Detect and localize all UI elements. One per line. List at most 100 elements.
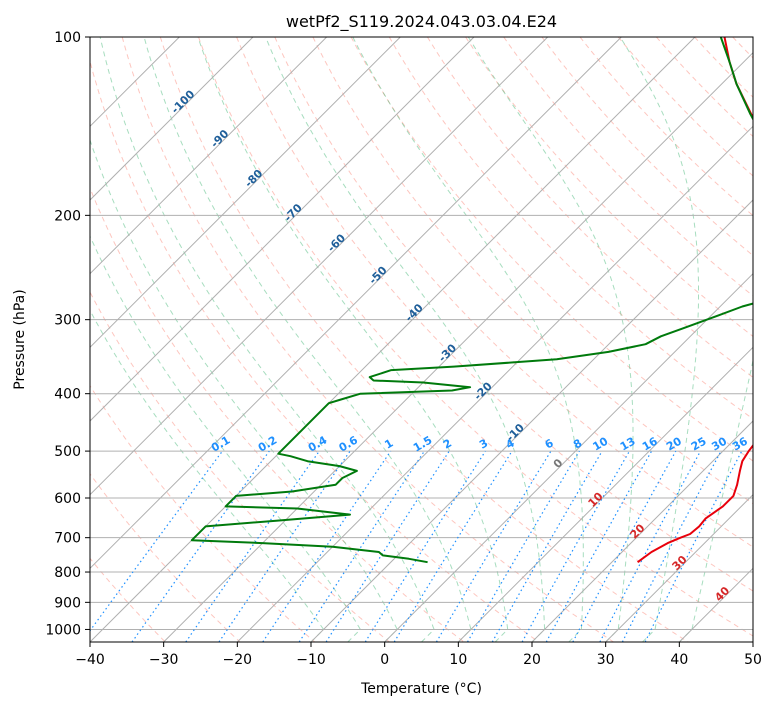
mixing-ratio-label: 6 bbox=[543, 436, 556, 451]
dry-adiabat bbox=[90, 59, 540, 642]
mixing-ratio-line bbox=[545, 450, 653, 642]
isotherm-label: -90 bbox=[208, 127, 231, 150]
isotherm-line bbox=[163, 51, 753, 642]
isotherm-line bbox=[531, 420, 753, 642]
mixing-ratio-line bbox=[131, 450, 270, 642]
dry-adiabat bbox=[771, 37, 775, 642]
mixing-ratio-label: 3 bbox=[477, 437, 490, 452]
y-tick-label: 300 bbox=[54, 313, 81, 329]
mixing-ratio-line bbox=[90, 450, 223, 632]
mixing-ratio-line bbox=[325, 450, 450, 642]
y-tick-label: 700 bbox=[54, 531, 81, 547]
y-tick-label: 500 bbox=[54, 444, 81, 460]
mixing-ratio-line bbox=[466, 450, 580, 642]
dry-adiabat bbox=[159, 37, 689, 642]
moist-adiabat bbox=[352, 37, 584, 642]
moist-adiabat bbox=[90, 309, 325, 642]
y-tick-label: 400 bbox=[54, 387, 81, 403]
mixing-ratio-label: 2 bbox=[441, 437, 454, 452]
moist-adiabat bbox=[265, 37, 546, 642]
isotherm-line bbox=[678, 567, 753, 642]
isotherm-label: 20 bbox=[628, 521, 648, 541]
dry-adiabat bbox=[503, 37, 753, 297]
mixing-ratio-line bbox=[599, 450, 702, 642]
isotherm-label: 10 bbox=[586, 490, 606, 510]
dewpoint-profile-line bbox=[190, 37, 753, 564]
isotherm-line bbox=[90, 37, 254, 201]
isotherm-label: -80 bbox=[242, 167, 265, 190]
mixing-ratio-line bbox=[435, 450, 552, 642]
x-tick-label: −20 bbox=[223, 652, 253, 668]
y-tick-label: 200 bbox=[54, 208, 81, 224]
dry-adiabat bbox=[236, 37, 753, 592]
dry-adiabat bbox=[312, 37, 753, 505]
mixing-ratio-line bbox=[298, 450, 425, 642]
isotherm-line bbox=[310, 199, 753, 642]
x-tick-label: 30 bbox=[597, 652, 615, 668]
isotherm-line bbox=[457, 346, 753, 642]
isotherm-line bbox=[90, 37, 401, 349]
isotherm-label: -30 bbox=[436, 341, 459, 364]
dry-adiabat bbox=[90, 472, 241, 642]
mixing-ratio-line bbox=[262, 450, 392, 642]
isotherm-line bbox=[236, 125, 753, 642]
x-tick-label: −40 bbox=[75, 652, 105, 668]
moist-adiabat bbox=[678, 358, 753, 642]
y-tick-label: 800 bbox=[54, 565, 81, 581]
isotherm-line bbox=[605, 493, 753, 642]
dry-adiabat bbox=[274, 37, 753, 548]
mixing-ratio-line bbox=[185, 450, 320, 642]
isotherm-line bbox=[90, 37, 622, 570]
dry-adiabat bbox=[732, 37, 753, 59]
x-tick-label: 0 bbox=[380, 652, 389, 668]
isotherm-label: 40 bbox=[712, 584, 732, 604]
dry-adiabat bbox=[121, 37, 614, 642]
dry-adiabat bbox=[350, 37, 753, 462]
mixing-ratio-line bbox=[364, 450, 486, 642]
moist-adiabat bbox=[197, 37, 509, 642]
dry-adiabat bbox=[90, 291, 390, 642]
dry-adiabat bbox=[694, 37, 753, 98]
mixing-ratio-line bbox=[572, 450, 677, 642]
moist-adiabat bbox=[143, 37, 472, 642]
isotherm-line bbox=[752, 641, 753, 642]
mixing-ratio-line bbox=[218, 450, 351, 642]
isotherm-label: -100 bbox=[169, 87, 198, 116]
moist-adiabat bbox=[619, 37, 699, 642]
dry-adiabat bbox=[656, 37, 753, 138]
y-axis-title: Pressure (hPa) bbox=[12, 289, 28, 389]
moist-adiabat bbox=[90, 235, 362, 642]
chart-title: wetPf2_S119.2024.043.03.04.E24 bbox=[286, 12, 557, 32]
mixing-ratio-line bbox=[393, 450, 513, 642]
isotherm-label: -40 bbox=[403, 301, 426, 324]
dry-adiabat bbox=[541, 37, 753, 257]
isotherm-label: -60 bbox=[325, 231, 348, 254]
x-tick-label: −30 bbox=[149, 652, 179, 668]
x-tick-label: 40 bbox=[670, 652, 688, 668]
isotherm-label: -70 bbox=[282, 201, 305, 224]
y-tick-label: 600 bbox=[54, 491, 81, 507]
y-tick-label: 1000 bbox=[45, 622, 81, 638]
x-tick-label: −10 bbox=[296, 652, 326, 668]
plot-frame bbox=[89, 36, 754, 643]
y-tick-label: 900 bbox=[54, 595, 81, 611]
dry-adiabat bbox=[388, 37, 753, 420]
isotherm-line bbox=[90, 37, 696, 642]
x-tick-label: 20 bbox=[523, 652, 541, 668]
isotherm-label: 30 bbox=[670, 553, 690, 573]
isotherm-line bbox=[384, 272, 753, 642]
moist-adiabat bbox=[99, 37, 435, 642]
temperature-profile-line bbox=[637, 37, 753, 564]
x-axis-title: Temperature (°C) bbox=[360, 681, 482, 697]
dry-adiabat bbox=[426, 37, 753, 379]
moist-adiabat bbox=[90, 138, 398, 642]
dry-adiabat bbox=[465, 37, 753, 338]
dry-adiabat bbox=[198, 37, 753, 637]
dry-adiabat bbox=[90, 186, 465, 642]
isotherm-line bbox=[90, 37, 328, 275]
mixing-ratio-line bbox=[621, 450, 722, 642]
dry-adiabat bbox=[90, 384, 316, 642]
moist-adiabat bbox=[467, 37, 634, 642]
isotherm-line bbox=[90, 37, 549, 496]
